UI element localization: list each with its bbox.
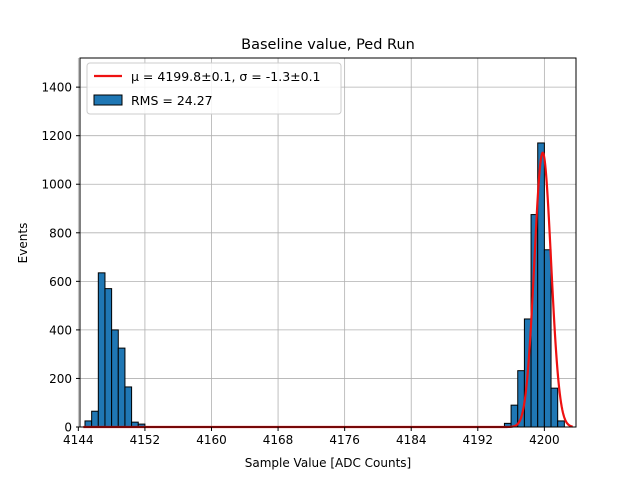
histogram-bar: [111, 329, 119, 428]
histogram-bar: [117, 347, 126, 428]
y-axis-ticks: 0 200 400 600 800 1000 1200 1400: [41, 81, 80, 435]
y-tick-label: 1400: [41, 81, 72, 95]
legend-rms-swatch: [93, 94, 123, 106]
histogram-bar: [91, 410, 99, 428]
chart-title: Baseline value, Ped Run: [241, 37, 415, 53]
histogram-bar: [557, 420, 565, 428]
x-tick-label: 4200: [529, 433, 560, 447]
legend-fit-label: μ = 4199.8±0.1, σ = -1.3±0.1: [131, 69, 321, 84]
x-axis-ticks: 4144 4152 4160 4168 4176 4184 4192 4200: [63, 427, 560, 447]
x-tick-label: 4144: [63, 433, 94, 447]
legend: μ = 4199.8±0.1, σ = -1.3±0.1 RMS = 24.27: [86, 62, 342, 115]
histogram-bar: [543, 249, 552, 428]
y-tick-label: 400: [49, 323, 72, 337]
y-tick-label: 1000: [41, 178, 72, 192]
x-tick-label: 4160: [196, 433, 227, 447]
y-tick-label: 800: [49, 226, 72, 240]
histogram-bar: [104, 288, 113, 428]
legend-rms-label: RMS = 24.27: [131, 93, 213, 108]
plot-frame: [79, 57, 577, 428]
legend-box: [86, 62, 342, 115]
y-tick-label: 200: [49, 372, 72, 386]
y-axis-label: Events: [16, 223, 30, 264]
x-axis-label: Sample Value [ADC Counts]: [245, 456, 411, 470]
y-tick-label: 1200: [41, 129, 72, 143]
y-tick-label: 600: [49, 275, 72, 289]
y-tick-label: 0: [64, 421, 72, 435]
histogram-bar: [124, 386, 133, 428]
x-tick-label: 4168: [263, 433, 294, 447]
histogram-bar: [97, 272, 106, 428]
x-tick-label: 4192: [463, 433, 494, 447]
x-tick-label: 4176: [329, 433, 360, 447]
x-tick-label: 4152: [130, 433, 161, 447]
histogram-bar: [550, 387, 559, 428]
x-tick-label: 4184: [396, 433, 427, 447]
